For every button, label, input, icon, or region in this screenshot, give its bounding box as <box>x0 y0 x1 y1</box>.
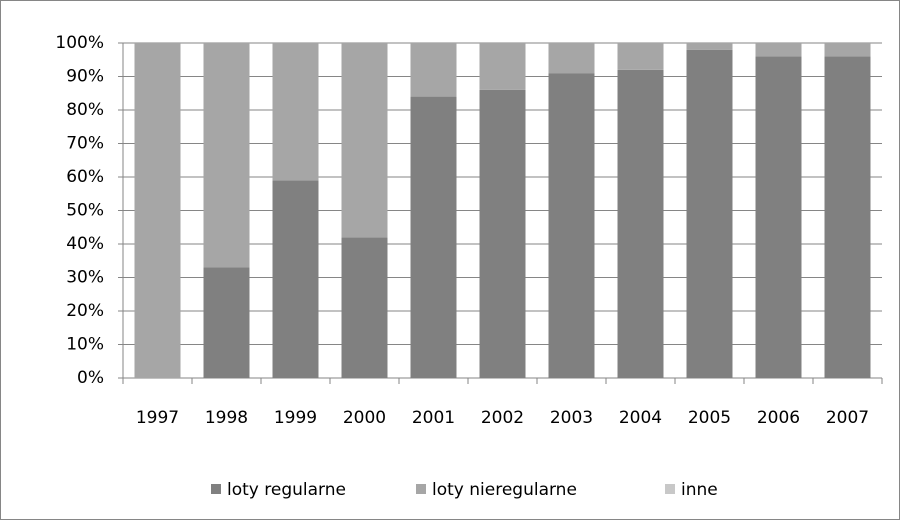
legend-label: loty nieregularne <box>432 480 577 500</box>
x-tick-label: 1999 <box>274 408 317 428</box>
y-tick-label: 70% <box>66 134 104 154</box>
bar-segment <box>341 237 388 378</box>
bar-segment <box>272 43 319 181</box>
bar-segment <box>617 43 664 70</box>
legend-swatch <box>211 484 221 494</box>
bar-segment <box>203 43 250 268</box>
bar-segment <box>824 56 871 379</box>
legend-label: loty regularne <box>227 480 346 500</box>
y-tick-label: 10% <box>66 335 104 355</box>
x-tick-label: 2006 <box>757 408 800 428</box>
bar-segment <box>341 43 388 238</box>
bar-segment <box>617 69 664 379</box>
bar-segment <box>548 43 595 74</box>
bar-segment <box>686 49 733 378</box>
bar-segment <box>755 43 802 57</box>
bar-segment <box>548 73 595 379</box>
bar-segment <box>479 43 526 90</box>
bar-segment <box>824 43 871 57</box>
y-tick-label: 40% <box>66 234 104 254</box>
bar-segment <box>410 43 457 97</box>
legend-swatch <box>416 484 426 494</box>
x-tick-label: 2007 <box>826 408 869 428</box>
legend-swatch <box>665 484 675 494</box>
bar-segment <box>203 267 250 378</box>
y-tick-label: 30% <box>66 268 104 288</box>
bar-segment <box>272 180 319 378</box>
bar-segment <box>686 43 733 50</box>
y-tick-label: 80% <box>66 100 104 120</box>
x-tick-label: 1998 <box>205 408 248 428</box>
bar-segment <box>410 96 457 378</box>
y-tick-label: 20% <box>66 301 104 321</box>
y-tick-label: 90% <box>66 67 104 87</box>
x-tick-label: 2004 <box>619 408 662 428</box>
y-tick-label: 100% <box>55 33 104 53</box>
y-tick-label: 60% <box>66 167 104 187</box>
x-tick-label: 2005 <box>688 408 731 428</box>
x-tick-label: 2001 <box>412 408 455 428</box>
bar-segment <box>479 89 526 379</box>
legend-label: inne <box>681 480 718 500</box>
bar-segment <box>755 56 802 379</box>
y-tick-label: 50% <box>66 201 104 221</box>
x-tick-label: 2003 <box>550 408 593 428</box>
y-tick-label: 0% <box>77 368 104 388</box>
x-tick-label: 2000 <box>343 408 386 428</box>
bar-segment <box>134 43 181 378</box>
x-tick-label: 2002 <box>481 408 524 428</box>
x-tick-label: 1997 <box>136 408 179 428</box>
